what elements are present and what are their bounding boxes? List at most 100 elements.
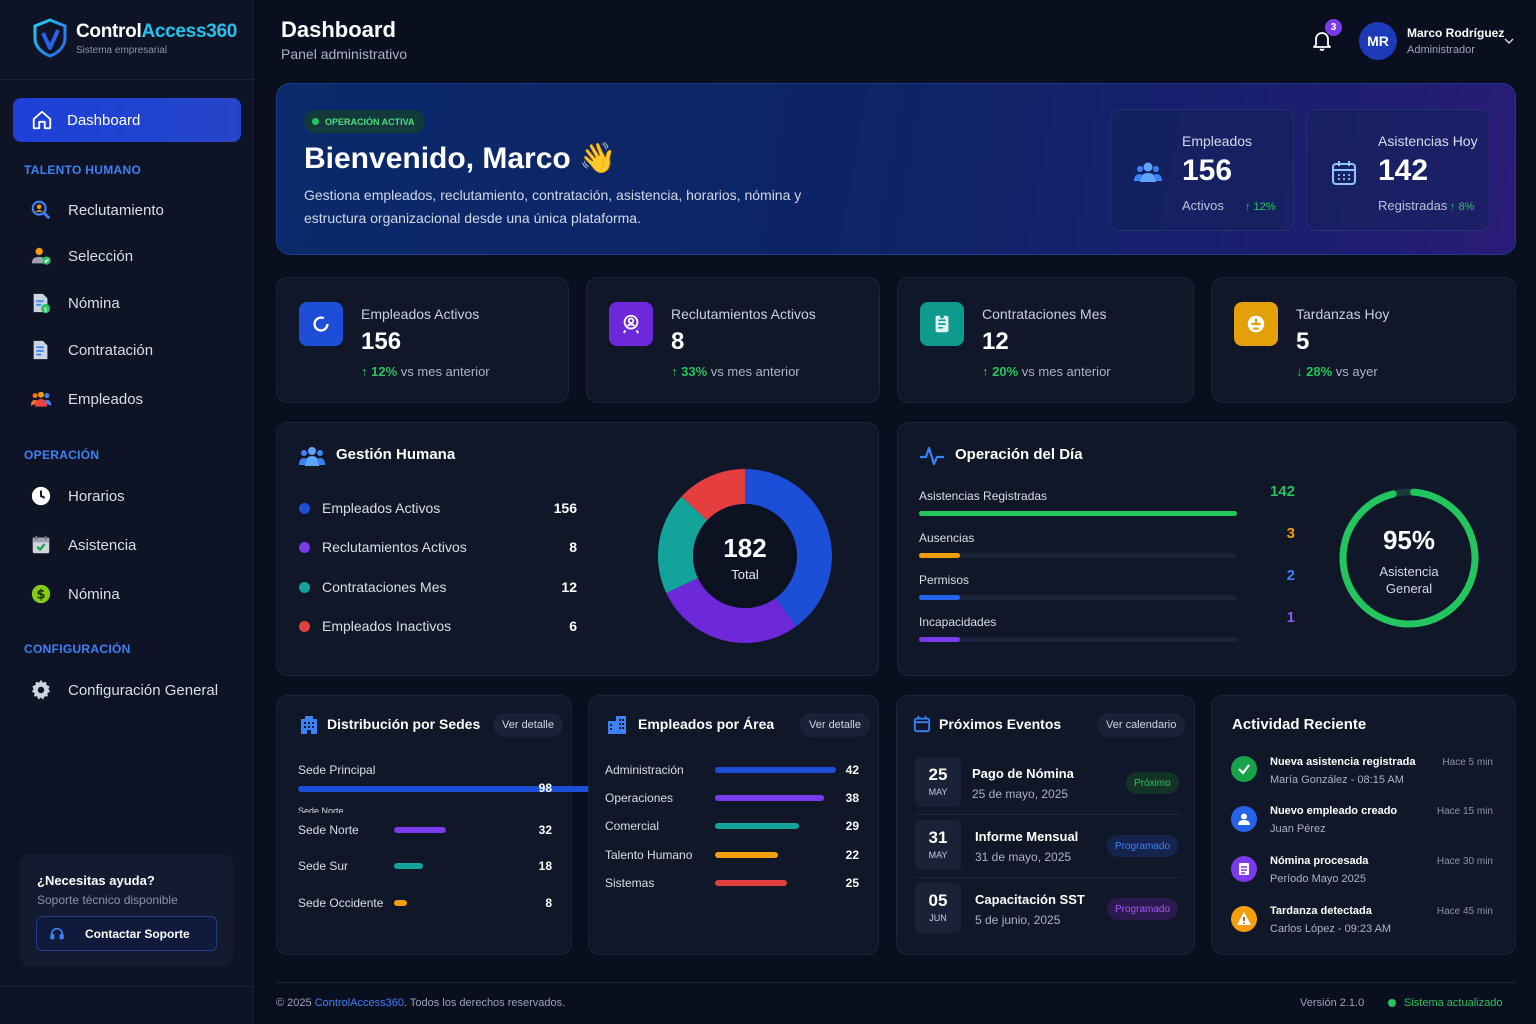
area-value: 42 xyxy=(845,763,859,777)
gestion-humana-card: Gestión Humana Empleados Activos 156 Recl… xyxy=(276,422,879,676)
ver-detalle-button[interactable]: Ver detalle xyxy=(493,713,563,737)
kpi-label: Empleados Activos xyxy=(361,306,480,322)
home-icon xyxy=(32,110,52,130)
hero-stat-asistencias: Asistencias Hoy 142 Registradas ↑ 8% xyxy=(1306,109,1490,231)
gauge-label: General xyxy=(1385,581,1433,596)
area-bar xyxy=(715,767,836,773)
calendar-check-icon xyxy=(30,534,52,556)
kpi-reclutamientos-activos[interactable]: Reclutamientos Activos 8 ↑ 33% vs mes an… xyxy=(586,277,880,403)
svg-text:$: $ xyxy=(44,305,48,313)
sidebar-item-dashboard[interactable]: Dashboard xyxy=(13,98,241,142)
footer-status: Sistema actualizado xyxy=(1388,997,1502,1009)
sidebar-item-contratacion[interactable]: Contratación xyxy=(30,338,153,362)
section-title-operacion: OPERACIÓN xyxy=(24,448,100,462)
area-bar xyxy=(715,880,788,886)
help-title: ¿Necesitas ayuda? xyxy=(37,873,155,888)
event-status-badge: Programado xyxy=(1107,835,1179,857)
hero-stat-label: Asistencias Hoy xyxy=(1378,133,1478,149)
slice-contrataciones[interactable] xyxy=(658,496,708,594)
ver-calendario-button[interactable]: Ver calendario xyxy=(1097,713,1186,737)
attendance-gauge xyxy=(1339,488,1479,628)
sidebar-item-label: Contratación xyxy=(68,341,154,359)
area-bar xyxy=(715,795,825,801)
sede-label: Sede Principal xyxy=(298,763,376,777)
slice-inactivos[interactable] xyxy=(681,469,745,521)
sedes-card: Distribución por Sedes Ver detalle Sede … xyxy=(276,695,803,955)
event-title[interactable]: Capacitación SST xyxy=(975,892,1085,907)
contact-support-button[interactable]: Contactar Soporte xyxy=(36,916,217,951)
hero-stat-change: ↑ 12% xyxy=(1245,201,1276,213)
hero-stat-change: ↑ 8% xyxy=(1450,201,1475,213)
kpi-label: Tardanzas Hoy xyxy=(1296,306,1390,322)
sidebar-item-configuracion[interactable]: Configuración General xyxy=(30,678,218,702)
user-icon xyxy=(1231,806,1257,832)
search-user-icon xyxy=(30,199,52,221)
operation-row: Asistencias Registradas 142 xyxy=(919,483,1295,516)
area-value: 38 xyxy=(845,791,859,805)
brand-logo[interactable]: ControlAccess360 Sistema empresarial xyxy=(32,18,237,58)
kpi-empleados-activos[interactable]: Empleados Activos 156 ↑ 12% vs mes anter… xyxy=(276,277,569,403)
operation-row: Ausencias 3 xyxy=(919,525,1295,558)
footer-version: Versión 2.1.0 xyxy=(1300,997,1365,1009)
activity-time: Hace 15 min xyxy=(1436,806,1493,817)
activity-title[interactable]: Nuevo empleado creado xyxy=(1270,805,1398,817)
calendar-icon xyxy=(913,715,931,733)
donut-total-value: 182 xyxy=(723,533,767,563)
area-label: Sistemas xyxy=(605,876,655,890)
gauge-arc xyxy=(1339,488,1479,628)
brand-name: ControlAccess360 xyxy=(76,20,238,42)
sidebar-item-label: Horarios xyxy=(68,487,125,505)
activity-title[interactable]: Tardanza detectada xyxy=(1270,905,1372,917)
sidebar-item-nomina-operacion[interactable]: $ Nómina xyxy=(30,582,120,606)
kpi-label: Contrataciones Mes xyxy=(982,306,1107,322)
kpi-icon-box xyxy=(609,302,653,346)
bell-icon[interactable] xyxy=(1310,28,1334,52)
event-title[interactable]: Informe Mensual xyxy=(975,829,1079,844)
slice-empleados-activos[interactable] xyxy=(745,469,832,627)
page-title: Dashboard xyxy=(281,17,396,42)
sede-bar xyxy=(394,863,424,869)
divider xyxy=(0,986,254,987)
sidebar-item-horarios[interactable]: Horarios xyxy=(30,484,125,508)
areas-card: Empleados por Área Ver detalle Administr… xyxy=(588,695,879,955)
kpi-tardanzas-hoy[interactable]: Tardanzas Hoy 5 ↓ 28% vs ayer xyxy=(1211,277,1516,403)
event-date-text: 31 de mayo, 2025 xyxy=(975,850,1072,864)
sidebar-item-seleccion[interactable]: Selección xyxy=(30,244,133,268)
sidebar-item-reclutamiento[interactable]: Reclutamiento xyxy=(30,198,164,222)
ver-detalle-button[interactable]: Ver detalle xyxy=(800,713,870,737)
gauge-value: 95% xyxy=(1382,525,1436,555)
sidebar-item-empleados[interactable]: Empleados xyxy=(30,387,143,411)
event-title[interactable]: Pago de Nómina xyxy=(972,766,1074,781)
divider xyxy=(915,877,1181,878)
building-icon xyxy=(301,716,317,734)
activity-time: Hace 30 min xyxy=(1436,856,1493,867)
actividad-card: Actividad Reciente Nueva asistencia regi… xyxy=(1211,695,1516,955)
donut-hole xyxy=(693,504,797,608)
sidebar-item-asistencia[interactable]: Asistencia xyxy=(30,533,136,557)
contract-icon xyxy=(935,314,949,333)
chevron-down-icon[interactable] xyxy=(1503,35,1515,47)
sidebar-item-nomina[interactable]: $ Nómina xyxy=(30,291,120,315)
event-status-badge: Próximo xyxy=(1126,772,1179,794)
user-role: Administrador xyxy=(1407,44,1475,56)
contact-support-label: Contactar Soporte xyxy=(85,926,190,941)
user-name[interactable]: Marco Rodríguez xyxy=(1407,26,1505,40)
avatar[interactable]: MR xyxy=(1359,22,1397,60)
section-title-talento: TALENTO HUMANO xyxy=(24,163,142,177)
clock-icon xyxy=(30,485,52,507)
activity-title[interactable]: Nómina procesada xyxy=(1270,855,1369,867)
event-date: 31 MAY xyxy=(915,820,961,870)
kpi-contrataciones-mes[interactable]: Contrataciones Mes 12 ↑ 20% vs mes anter… xyxy=(897,277,1194,403)
slice-reclutamientos[interactable] xyxy=(666,578,797,643)
activity-title[interactable]: Nueva asistencia registrada xyxy=(1270,756,1416,768)
op-bar-fill xyxy=(919,595,961,600)
card-title: Empleados por Área xyxy=(638,716,775,732)
kpi-value: 8 xyxy=(671,328,685,355)
sede-value: 18 xyxy=(538,859,552,873)
sidebar-item-label: Nómina xyxy=(68,585,120,603)
sede-value: 98 xyxy=(538,781,552,795)
hero-stat-value: 142 xyxy=(1378,154,1429,187)
gauge-label: Asistencia xyxy=(1379,564,1439,579)
sidebar-item-label: Selección xyxy=(68,247,134,265)
sidebar-item-label: Reclutamiento xyxy=(68,201,164,219)
